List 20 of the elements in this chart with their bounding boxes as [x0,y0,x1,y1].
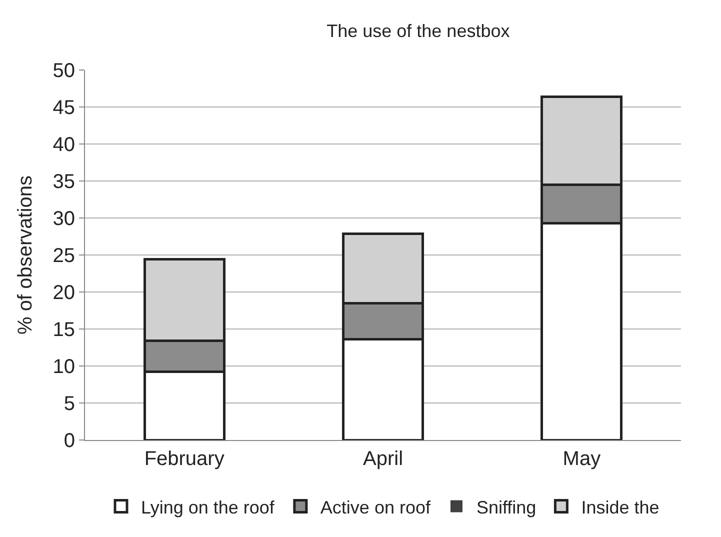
y-tick-label: 35 [52,171,75,193]
chart-title: The use of the nestbox [326,20,510,41]
y-tick-label: 50 [52,60,75,82]
y-tick-label: 25 [52,245,75,267]
y-tick-label: 10 [52,356,75,378]
x-tick-label: April [362,448,404,470]
y-tick-label: 15 [52,319,75,341]
x-tick-label: February [144,448,224,470]
legend-label: Lying on the roof [141,497,276,518]
y-tick-label: 5 [64,393,75,415]
y-tick-label: 30 [52,208,75,230]
y-tick-label: 40 [52,134,75,156]
legend-label: Sniffing [476,497,536,518]
y-axis-title: % of observations [14,176,36,334]
legend-label: Inside the [581,497,660,518]
y-tick-label: 0 [64,430,75,452]
x-tick-label: May [562,448,601,470]
y-tick-label: 20 [52,282,75,304]
y-tick-label: 45 [52,97,75,119]
legend-label: Active on roof [320,497,432,518]
